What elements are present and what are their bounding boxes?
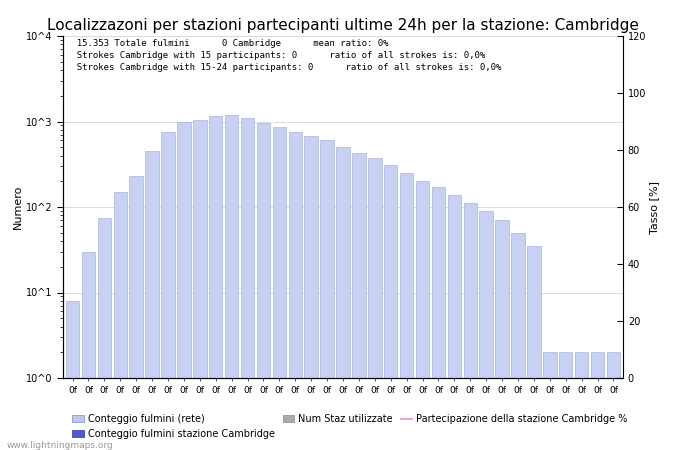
- Bar: [496, 220, 509, 450]
- Text: www.lightningmaps.org: www.lightningmaps.org: [7, 441, 113, 450]
- Bar: [113, 192, 127, 450]
- Bar: [591, 352, 604, 450]
- Y-axis label: Tasso [%]: Tasso [%]: [649, 180, 659, 234]
- Bar: [432, 187, 445, 450]
- Bar: [146, 151, 159, 450]
- Bar: [463, 203, 477, 450]
- Bar: [607, 352, 620, 450]
- Bar: [272, 127, 286, 450]
- Bar: [384, 165, 398, 450]
- Bar: [447, 194, 461, 450]
- Bar: [527, 246, 540, 450]
- Bar: [511, 233, 525, 450]
- Bar: [241, 118, 254, 450]
- Bar: [161, 132, 175, 450]
- Bar: [480, 211, 493, 450]
- Bar: [177, 122, 190, 450]
- Bar: [82, 252, 95, 450]
- Bar: [368, 158, 382, 450]
- Bar: [543, 352, 556, 450]
- Bar: [575, 352, 589, 450]
- Bar: [559, 352, 573, 450]
- Bar: [97, 218, 111, 450]
- Bar: [400, 173, 414, 450]
- Bar: [209, 116, 223, 450]
- Bar: [66, 301, 79, 450]
- Bar: [130, 176, 143, 450]
- Text: 15.353 Totale fulmini      0 Cambridge      mean ratio: 0%
  Strokes Cambridge w: 15.353 Totale fulmini 0 Cambridge mean r…: [66, 40, 501, 72]
- Bar: [257, 123, 270, 450]
- Bar: [352, 153, 365, 450]
- Bar: [416, 181, 429, 450]
- Bar: [193, 120, 206, 450]
- Bar: [321, 140, 334, 450]
- Legend: Conteggio fulmini (rete), Conteggio fulmini stazione Cambridge, Num Staz utilizz: Conteggio fulmini (rete), Conteggio fulm…: [69, 410, 631, 443]
- Y-axis label: Numero: Numero: [13, 185, 23, 229]
- Bar: [304, 136, 318, 450]
- Bar: [336, 147, 350, 450]
- Bar: [225, 115, 239, 450]
- Bar: [288, 132, 302, 450]
- Title: Localizzazoni per stazioni partecipanti ultime 24h per la stazione: Cambridge: Localizzazoni per stazioni partecipanti …: [47, 18, 639, 33]
